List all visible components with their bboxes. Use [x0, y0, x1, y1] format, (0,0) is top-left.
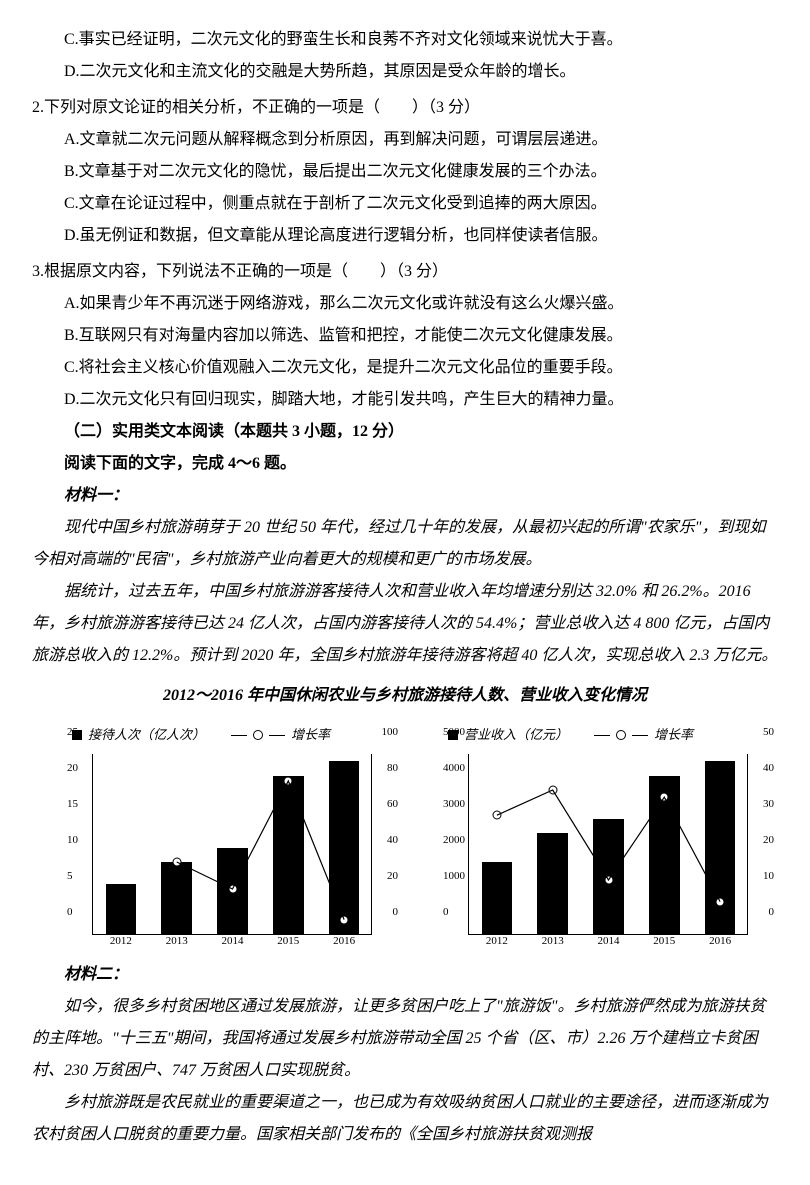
- section2-head: （二）实用类文本阅读（本题共 3 小题，12 分）: [32, 416, 778, 448]
- material1-label: 材料一：: [32, 480, 778, 512]
- material1-p1: 现代中国乡村旅游萌芽于 20 世纪 50 年代，经过几十年的发展，从最初兴起的所…: [32, 512, 778, 576]
- line-dash-icon: [231, 735, 247, 736]
- section2-inst: 阅读下面的文字，完成 4～6 题。: [32, 448, 778, 480]
- material2-p1: 如今，很多乡村贫困地区通过发展旅游，让更多贫困户吃上了"旅游饭"。乡村旅游俨然成…: [32, 991, 778, 1087]
- q2-option-a: A.文章就二次元问题从解释概念到分析原因，再到解决问题，可谓层层递进。: [32, 124, 778, 156]
- q3-stem: 3.根据原文内容，下列说法不正确的一项是（ ）（3 分）: [32, 256, 778, 288]
- line-dash-icon: [594, 735, 610, 736]
- q2-option-c: C.文章在论证过程中，侧重点就在于剖析了二次元文化受到追捧的两大原因。: [32, 188, 778, 220]
- chart-right: 营业收入（亿元） 增长率 010002000300040005000010203…: [438, 718, 778, 953]
- q1-option-d: D.二次元文化和主流文化的交融是大势所趋，其原因是受众年龄的增长。: [32, 56, 778, 88]
- q3-option-a: A.如果青少年不再沉迷于网络游戏，那么二次元文化或许就没有这么火爆兴盛。: [32, 288, 778, 320]
- chart-right-legend-bar: 营业收入（亿元）: [464, 722, 568, 748]
- material1-p2: 据统计，过去五年，中国乡村旅游游客接待人次和营业收入年均增速分别达 32.0% …: [32, 576, 778, 672]
- line-dash-icon: [632, 735, 648, 736]
- chart-left-legend: 接待人次（亿人次） 增长率: [72, 722, 402, 748]
- chart-left: 接待人次（亿人次） 增长率 05101520250204060801002012…: [62, 718, 402, 953]
- chart-right-legend: 营业收入（亿元） 增长率: [448, 722, 778, 748]
- chart-title: 2012～2016 年中国休闲农业与乡村旅游接待人数、营业收入变化情况: [32, 680, 778, 712]
- chart-right-plot: 0100020003000400050000102030405020122013…: [468, 754, 748, 935]
- q1-option-c: C.事实已经证明，二次元文化的野蛮生长和良莠不齐对文化领域来说忧大于喜。: [32, 24, 778, 56]
- q2-option-b: B.文章基于对二次元文化的隐忧，最后提出二次元文化健康发展的三个办法。: [32, 156, 778, 188]
- material2-label: 材料二：: [32, 959, 778, 991]
- q3-option-b: B.互联网只有对海量内容加以筛选、监管和把控，才能使二次元文化健康发展。: [32, 320, 778, 352]
- chart-left-plot: 0510152025020406080100201220132014201520…: [92, 754, 372, 935]
- q3-option-c: C.将社会主义核心价值观融入二次元文化，是提升二次元文化品位的重要手段。: [32, 352, 778, 384]
- material2-p2: 乡村旅游既是农民就业的重要渠道之一，也已成为有效吸纳贫困人口就业的主要途径，进而…: [32, 1087, 778, 1151]
- chart-left-legend-bar: 接待人次（亿人次）: [88, 722, 205, 748]
- chart-left-legend-line: 增长率: [291, 722, 330, 748]
- chart-right-legend-line: 增长率: [654, 722, 693, 748]
- circle-marker-icon: [616, 730, 626, 740]
- charts-row: 接待人次（亿人次） 增长率 05101520250204060801002012…: [62, 718, 778, 953]
- line-dash-icon: [269, 735, 285, 736]
- q3-option-d: D.二次元文化只有回归现实，脚踏大地，才能引发共鸣，产生巨大的精神力量。: [32, 384, 778, 416]
- circle-marker-icon: [253, 730, 263, 740]
- q2-stem: 2.下列对原文论证的相关分析，不正确的一项是（ ）（3 分）: [32, 92, 778, 124]
- q2-option-d: D.虽无例证和数据，但文章能从理论高度进行逻辑分析，也同样使读者信服。: [32, 220, 778, 252]
